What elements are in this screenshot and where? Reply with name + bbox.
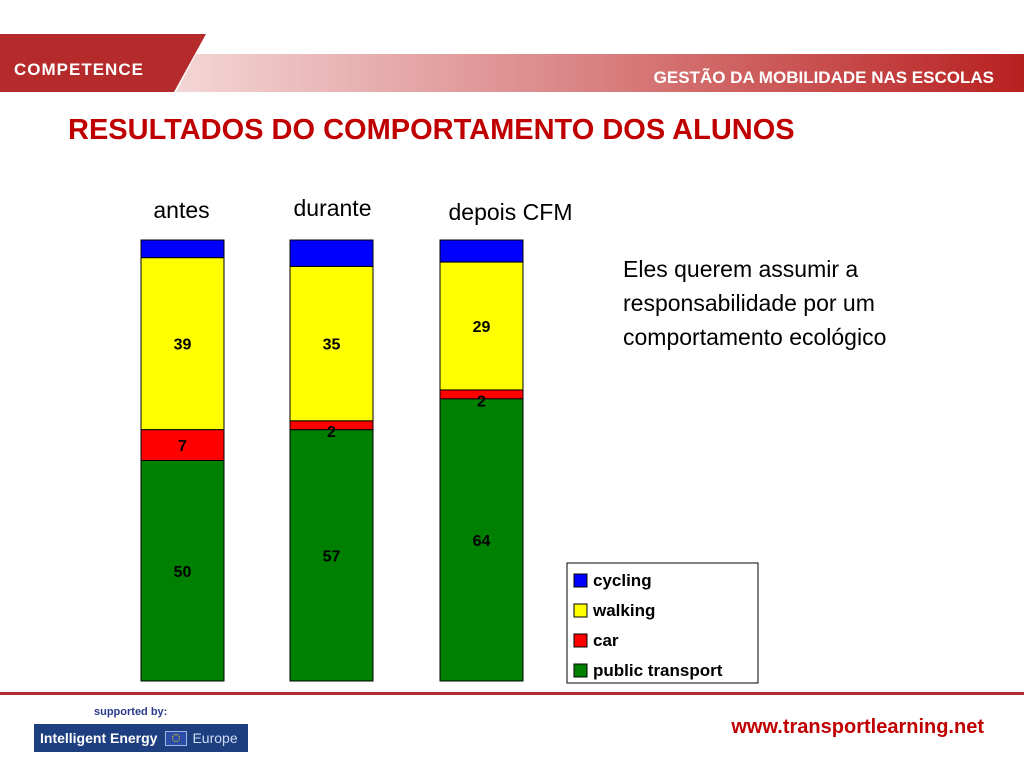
website-link[interactable]: www.transportlearning.net bbox=[731, 716, 984, 738]
bar-walking-depois-cfm bbox=[439, 261, 524, 391]
bar-car-antes bbox=[140, 429, 225, 462]
data-label-walking-depois-cfm: 29 bbox=[473, 319, 491, 336]
bar-public-transport-depois-cfm bbox=[439, 398, 524, 682]
bar-public-transport-durante bbox=[289, 429, 374, 682]
legend-swatch-walking bbox=[573, 603, 588, 618]
page-title: RESULTADOS DO COMPORTAMENTO DOS ALUNOS bbox=[68, 114, 795, 146]
data-label-public-transport-durante: 57 bbox=[323, 548, 341, 565]
legend-swatch-public-transport bbox=[573, 663, 588, 678]
data-label-walking-antes: 39 bbox=[174, 337, 192, 354]
bar-walking-antes bbox=[140, 257, 225, 431]
side-text-line-3: comportamento ecológico bbox=[623, 324, 887, 350]
bar-cycling-depois-cfm bbox=[439, 239, 524, 263]
legend-label-public-transport: public transport bbox=[593, 661, 723, 680]
data-label-walking-durante: 35 bbox=[323, 337, 341, 354]
supported-by-label: supported by: bbox=[94, 706, 168, 718]
side-text-line-1: Eles querem assumir a bbox=[623, 256, 859, 282]
brand-logo: COMPETENCE bbox=[14, 60, 144, 79]
legend-swatch-car bbox=[573, 633, 588, 648]
legend-label-car: car bbox=[593, 631, 619, 650]
side-text: Eles querem assumir a responsabilidade p… bbox=[623, 252, 983, 354]
footer-divider bbox=[0, 692, 1024, 695]
header-band bbox=[0, 34, 1024, 92]
category-label-durante: durante bbox=[293, 195, 371, 221]
bar-cycling-durante bbox=[289, 239, 374, 267]
data-label-public-transport-depois-cfm: 64 bbox=[473, 533, 491, 550]
legend-swatch-cycling bbox=[573, 573, 588, 588]
data-label-car-depois-cfm: 2 bbox=[477, 393, 486, 410]
legend-label-cycling: cycling bbox=[593, 571, 652, 590]
sponsor-region: Europe bbox=[192, 730, 238, 746]
eu-flag-icon bbox=[165, 730, 188, 746]
sponsor-name: Intelligent Energy bbox=[40, 730, 158, 746]
side-text-line-2: responsabilidade por um bbox=[623, 290, 875, 316]
bar-public-transport-antes bbox=[140, 460, 225, 682]
legend-label-walking: walking bbox=[592, 601, 655, 620]
header-title: GESTÃO DA MOBILIDADE NAS ESCOLAS bbox=[653, 68, 994, 87]
bar-walking-durante bbox=[289, 265, 374, 422]
legend-box bbox=[566, 562, 759, 684]
intelligent-energy-europe-logo: Intelligent Energy Europe bbox=[34, 724, 248, 752]
category-label-antes: antes bbox=[153, 197, 209, 223]
data-label-public-transport-antes: 50 bbox=[174, 564, 192, 581]
data-label-car-durante: 2 bbox=[327, 424, 336, 441]
bar-cycling-antes bbox=[140, 239, 225, 259]
data-label-car-antes: 7 bbox=[178, 438, 187, 455]
category-label-depois-cfm: depois CFM bbox=[449, 199, 573, 225]
